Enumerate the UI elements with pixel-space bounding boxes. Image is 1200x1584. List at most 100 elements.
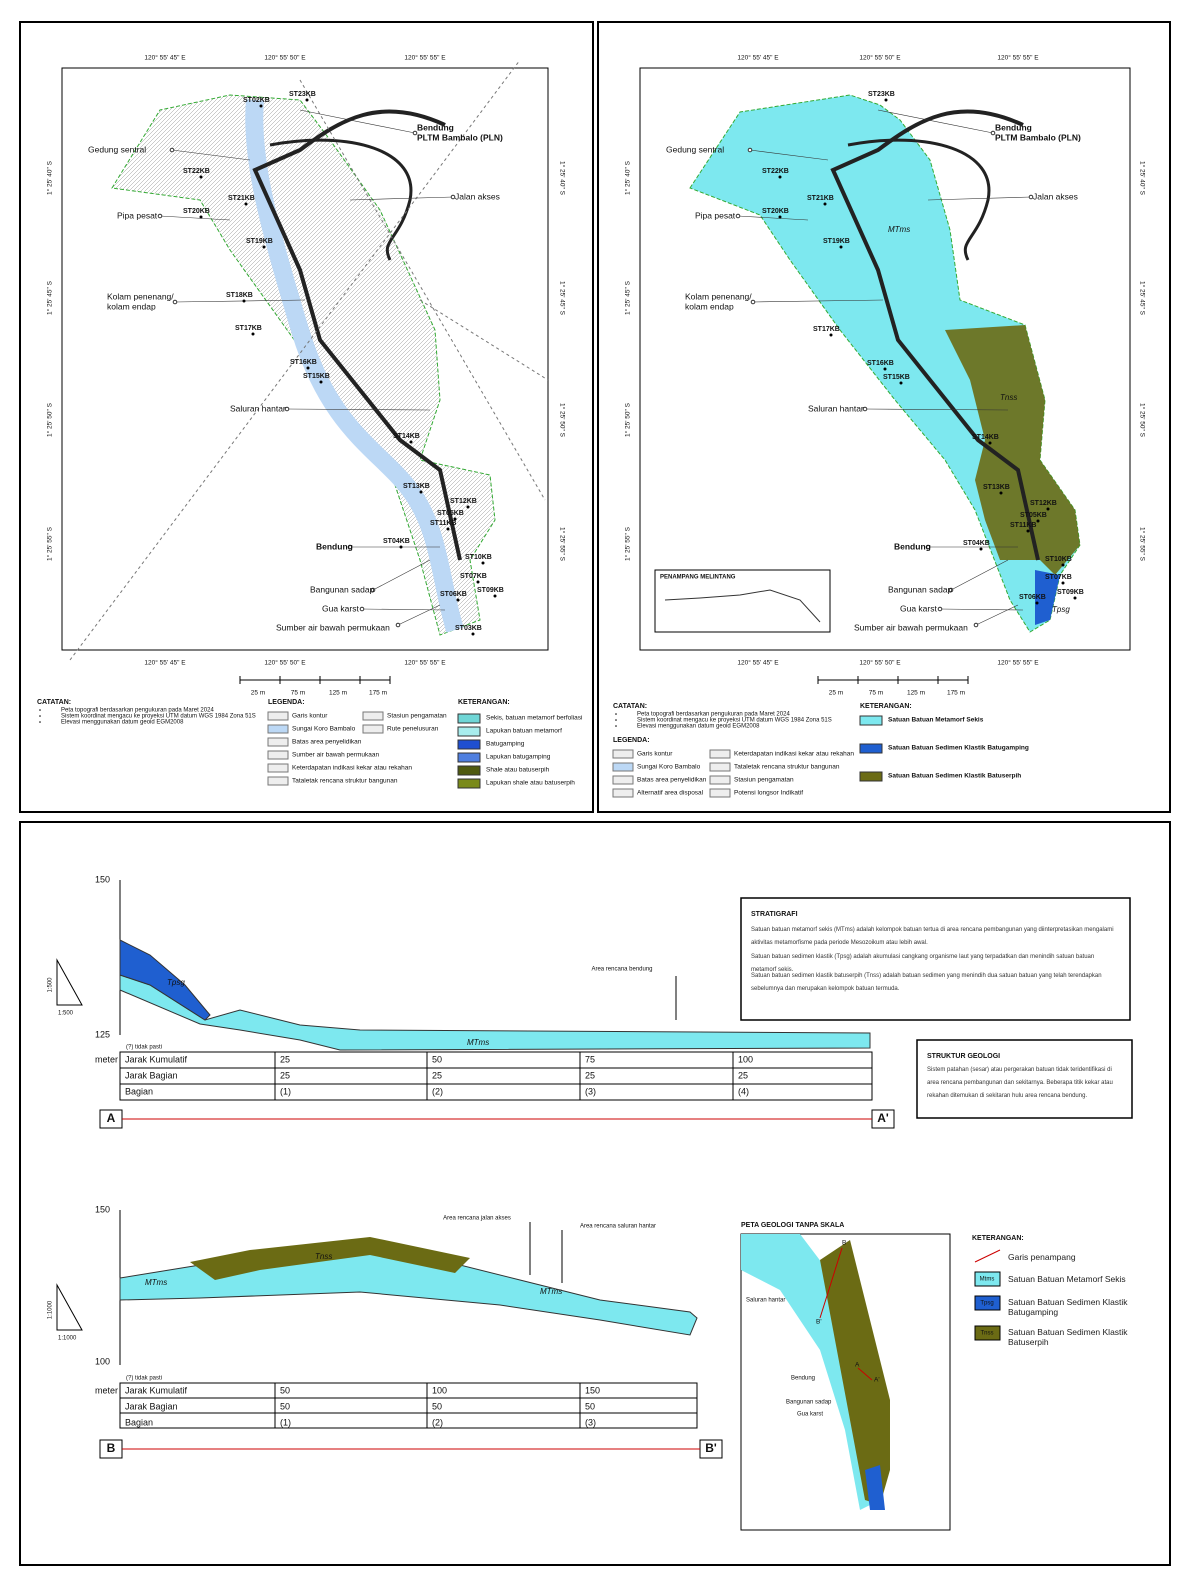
inset-label: A xyxy=(855,1362,860,1369)
leader-dot xyxy=(450,194,456,200)
coord-label: 1° 25' 50" S xyxy=(624,402,632,437)
legend-icon xyxy=(267,724,289,734)
leader-line xyxy=(286,408,431,411)
leader-dot xyxy=(862,406,868,412)
legend-label: Lapukan shale atau batuserpih xyxy=(486,780,575,787)
leader-dot xyxy=(937,606,943,612)
station xyxy=(999,491,1003,495)
station-label: ST03KB xyxy=(455,625,482,632)
box-title: STRATIGRAFI xyxy=(751,911,798,918)
legend-icon xyxy=(709,775,731,785)
station xyxy=(306,366,310,370)
legend-label: Tataletak rencana struktur bangunan xyxy=(292,778,398,785)
panel-frame xyxy=(19,21,594,813)
inset-label: Bangunan sadap xyxy=(786,1400,832,1406)
legend-label: Alternatif area disposal xyxy=(637,790,704,797)
leader-line xyxy=(372,559,431,591)
leader-line xyxy=(950,559,1009,591)
note: Sistem koordinat mengacu ke proyeksi UTM… xyxy=(637,718,832,724)
coord-label: 1° 25' 45" S xyxy=(46,280,54,315)
station-label: ST15KB xyxy=(883,374,910,381)
table-cell: 25 xyxy=(738,1070,748,1080)
station xyxy=(1061,563,1065,567)
leader-dot xyxy=(169,147,175,153)
legend-label: Garis kontur xyxy=(292,713,328,720)
leader-dot xyxy=(750,299,756,305)
table-cell: Jarak Kumulatif xyxy=(125,1385,188,1395)
leader-line xyxy=(349,196,454,201)
note: Elevasi menggunakan datum geoid EGM2008 xyxy=(637,724,760,730)
legend-icon xyxy=(612,762,634,772)
legend-label: Sungai Koro Bambalo xyxy=(637,764,701,771)
legend-icon xyxy=(709,762,731,772)
coord-label: 120° 55' 50" E xyxy=(264,54,306,62)
coord-label: 1° 25' 50" S xyxy=(558,403,566,438)
unit-tpsg xyxy=(1035,570,1060,625)
station-label: ST14KB xyxy=(972,434,999,441)
station xyxy=(244,202,248,206)
section-end: B' xyxy=(705,1441,717,1455)
legend-swatch xyxy=(859,771,883,782)
annotation: Area rencana bendung xyxy=(591,967,652,973)
legend-label: Tataletak rencana struktur bangunan xyxy=(734,764,840,771)
station-label: ST22KB xyxy=(762,168,789,175)
legend-icon xyxy=(362,711,384,721)
leader-line xyxy=(299,109,416,134)
leader-line xyxy=(737,215,809,221)
leader-dot xyxy=(1028,194,1034,200)
panel-frame xyxy=(19,821,1171,1566)
coord-label: 120° 55' 50" E xyxy=(859,659,901,667)
leader-dot xyxy=(359,606,365,612)
station xyxy=(1036,519,1040,523)
legend-title: KETERANGAN: xyxy=(860,703,912,710)
feature-label: kolam endap xyxy=(107,301,156,311)
legend-label: Satuan Batuan Sedimen Klastik Batugampin… xyxy=(888,745,1029,752)
table-cell: Jarak Bagian xyxy=(125,1401,178,1411)
station-label: ST21KB xyxy=(807,195,834,202)
leader-dot xyxy=(747,147,753,153)
leader-line xyxy=(864,408,1009,411)
inset-label: A' xyxy=(874,1377,880,1384)
leader-line xyxy=(877,109,994,134)
coord-label: 1° 25' 55" S xyxy=(624,526,632,561)
station xyxy=(883,367,887,371)
legend-label: Stasiun pengamatan xyxy=(734,777,794,784)
station xyxy=(979,547,983,551)
coord-label: 120° 55' 50" E xyxy=(859,54,901,62)
coord-label: 1° 25' 40" S xyxy=(1138,161,1146,196)
station-label: ST02KB xyxy=(243,97,270,104)
feature-label: Kolam penenang/ xyxy=(685,291,752,301)
legend-swatch xyxy=(457,778,481,789)
stratigrafi-box xyxy=(740,897,1131,1021)
feature-label: Gua karst xyxy=(900,603,937,613)
note: (?) tidak pasti xyxy=(126,1376,162,1382)
feature-label: Saluran hantar xyxy=(808,403,864,413)
section-b xyxy=(56,1210,723,1459)
axis-tick-label: 100 xyxy=(95,1356,110,1366)
station-label: ST16KB xyxy=(867,360,894,367)
leader-dot xyxy=(370,587,376,593)
station xyxy=(988,441,992,445)
bullet xyxy=(615,713,617,715)
table-cell: Bagian xyxy=(125,1086,153,1096)
station-label: ST04KB xyxy=(963,540,990,547)
table-cell: 100 xyxy=(432,1385,447,1395)
unit-label: MTms xyxy=(145,1278,167,1287)
station xyxy=(1061,581,1065,585)
legend-icon xyxy=(267,763,289,773)
station-label: ST06KB xyxy=(1019,594,1046,601)
station-label: ST11KB xyxy=(1010,522,1036,529)
feature-label: Saluran hantar xyxy=(230,403,286,413)
station xyxy=(262,245,266,249)
legend-label: Satuan Batuan Metamorf Sekis xyxy=(1008,1274,1126,1284)
legend-icon xyxy=(612,749,634,759)
legend-label: Batas area penyelidikan xyxy=(637,777,707,784)
paragraph: Satuan batuan sedimen klastik batuserpih… xyxy=(751,973,1102,992)
station xyxy=(823,202,827,206)
table-cell: 150 xyxy=(585,1385,600,1395)
feature-label: PLTM Bambalo (PLN) xyxy=(417,132,503,142)
leader-dot xyxy=(990,130,996,136)
table-cell: 50 xyxy=(432,1401,442,1411)
section-end: B xyxy=(107,1441,116,1455)
